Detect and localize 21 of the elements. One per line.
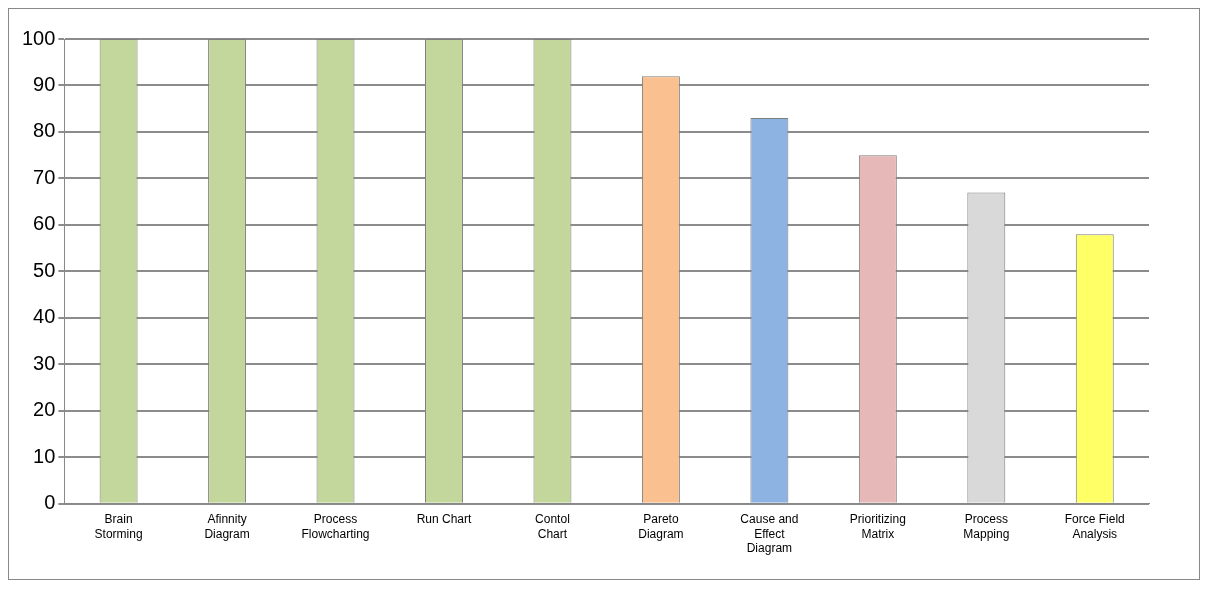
x-tick-label: Prioritizing Matrix [849,512,906,541]
y-tick-label: 10 [33,444,56,467]
y-tick-label: 50 [33,258,56,281]
y-tick-label: 70 [33,165,56,188]
x-tick-label: Pareto Diagram [638,512,684,541]
y-tick-label: 0 [44,491,56,514]
y-tick-label: 20 [33,398,56,421]
x-tick-label: Brain Storming [94,512,143,541]
x-tick-label: Afinnity Diagram [204,512,250,541]
y-tick-label: 100 [21,26,56,49]
x-tick-label: Process Flowcharting [301,512,370,541]
y-tick-label: 30 [33,351,56,374]
x-tick-label: Cause and Effect Diagram [740,512,799,556]
y-tick-label: 80 [33,119,56,142]
y-tick-label: 40 [33,305,56,328]
x-tick-label: Process Mapping [963,512,1010,541]
x-tick-label: Force Field Analysis [1064,512,1125,541]
x-tick-label: Run Chart [416,512,472,527]
x-tick-label: Contol Chart [535,512,570,541]
y-tick-label: 60 [33,212,56,235]
y-tick-label: 90 [33,73,56,95]
